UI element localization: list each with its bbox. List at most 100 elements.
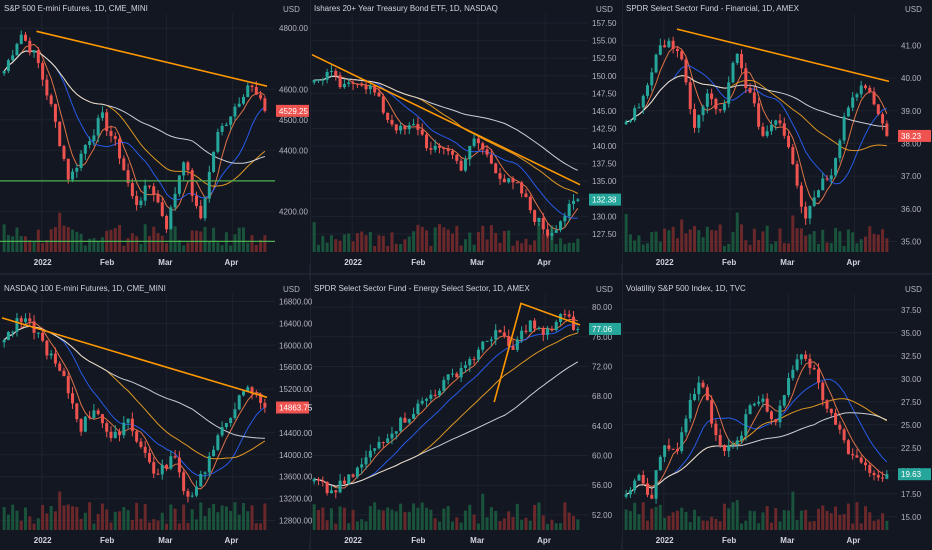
volume-bar (846, 503, 850, 530)
volume-bar (368, 231, 372, 252)
candle (546, 229, 550, 236)
price-tick: 16800.00 (279, 297, 313, 306)
candle (528, 320, 532, 332)
volume-bar (688, 522, 692, 530)
candle (829, 175, 833, 180)
candle (325, 71, 329, 80)
price-tick: 80.00 (592, 303, 613, 312)
candle (45, 340, 49, 356)
candle (842, 429, 846, 441)
candle (812, 367, 816, 370)
volume-bar (79, 233, 83, 252)
volume-bar (199, 502, 203, 530)
volume-bar (160, 235, 164, 252)
volume-bar (165, 243, 169, 252)
candle (373, 448, 377, 451)
price-tick: 15200.00 (279, 385, 313, 394)
price-tick: 155.00 (592, 37, 617, 46)
volume-bar (735, 500, 739, 530)
candle (390, 119, 394, 125)
candle (463, 365, 467, 368)
volume-bar (520, 243, 524, 252)
volume-bar (381, 235, 385, 252)
time-tick: Feb (411, 258, 425, 267)
volume-bar (476, 523, 480, 530)
volume-bar (321, 235, 325, 252)
volume-bar (782, 510, 786, 530)
candle (855, 455, 859, 458)
volume-bar (190, 509, 194, 530)
volume-bar (825, 510, 829, 530)
candle (212, 449, 216, 457)
candle (567, 203, 571, 217)
price-tick: 135.00 (592, 177, 617, 186)
volume-bar (765, 506, 769, 530)
candle (325, 481, 329, 494)
candle (83, 144, 87, 154)
candle (177, 175, 181, 194)
candle (637, 475, 641, 481)
price-tick: 25.00 (901, 421, 922, 430)
volume-bar (329, 508, 333, 530)
volume-bar (872, 520, 876, 530)
volume-bar (381, 510, 385, 530)
candle (139, 441, 143, 447)
volume-bar (88, 502, 92, 530)
volume-bar (710, 230, 714, 252)
candle (485, 340, 489, 342)
price-tick: 37.50 (901, 306, 922, 315)
candle (808, 205, 812, 219)
volume-bar (113, 511, 117, 530)
price-tick: 127.50 (592, 230, 617, 239)
volume-bar (224, 506, 228, 530)
candle (71, 393, 75, 404)
candle (701, 382, 705, 388)
candle (481, 143, 485, 150)
volume-bar (872, 233, 876, 252)
candle (576, 199, 580, 201)
candle (885, 123, 889, 136)
candle (113, 431, 117, 438)
volume-bar (58, 212, 62, 252)
price-unit: USD (905, 5, 922, 14)
candle (710, 93, 714, 99)
trendline (676, 28, 890, 83)
price-axis (275, 0, 310, 264)
last-price-tag (276, 401, 309, 414)
candle (403, 125, 407, 130)
candle (468, 359, 472, 366)
candle (416, 403, 420, 414)
volume-bar (546, 234, 550, 252)
volume-bar (855, 502, 859, 530)
price-tick: 35.00 (901, 237, 922, 246)
candle (152, 462, 156, 474)
candle (524, 193, 528, 197)
volume-bar (731, 231, 735, 252)
candle (769, 124, 773, 132)
chart-panel-4: 80.00 76.00 72.00 68.00 64.00 60.00 56.00 52.00… (310, 280, 622, 545)
candle (533, 320, 537, 329)
price-tick: 32.50 (901, 352, 922, 361)
volume-bar (49, 229, 53, 252)
volume-bar (714, 518, 718, 530)
volume-bar (416, 224, 420, 252)
candle (109, 431, 113, 438)
time-tick: Apr (537, 536, 551, 545)
volume-bar (364, 521, 368, 530)
candle (152, 186, 156, 195)
candle (135, 431, 139, 442)
volume-bar (71, 506, 75, 530)
volume-bar (403, 512, 407, 530)
volume-bar (24, 236, 28, 252)
chart-panel-1: 157.50 155.00 152.50 150.00 147.50 145.00 142.… (310, 0, 622, 267)
candle (105, 423, 109, 432)
volume-bar (220, 505, 224, 530)
price-tick: 137.50 (592, 160, 617, 169)
volume-bar (259, 239, 263, 252)
volume-bar (130, 519, 134, 530)
volume-bar (650, 508, 654, 530)
candle (250, 387, 254, 394)
price-tick: 145.00 (592, 107, 617, 116)
candle (795, 163, 799, 186)
candle (476, 349, 480, 360)
